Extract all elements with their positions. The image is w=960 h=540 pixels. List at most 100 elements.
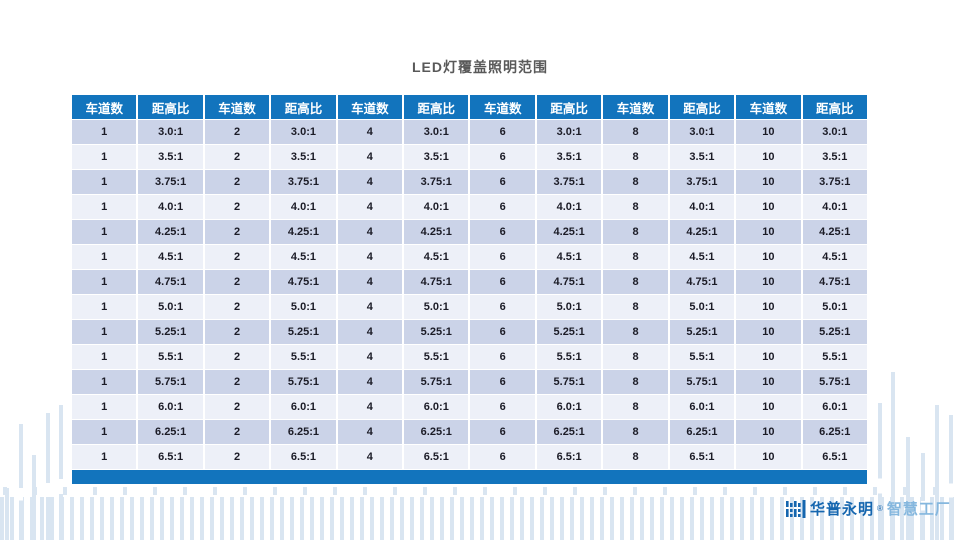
- ratio-cell: 4.5:1: [138, 245, 203, 269]
- brand-trademark: ®: [877, 504, 883, 513]
- ratio-cell: 4.75:1: [802, 270, 867, 294]
- lane-count-cell: 8: [603, 220, 668, 244]
- ratio-cell: 3.5:1: [271, 145, 336, 169]
- lane-count-cell: 2: [204, 245, 270, 269]
- lane-count-cell: 2: [204, 295, 270, 319]
- lane-count-cell: 8: [603, 395, 668, 419]
- column-header-ratio: 距高比: [802, 95, 867, 119]
- column-header-ratio: 距高比: [536, 95, 602, 119]
- column-header-ratio: 距高比: [138, 95, 203, 119]
- lane-count-cell: 10: [736, 145, 801, 169]
- lane-count-cell: 8: [603, 320, 668, 344]
- ratio-cell: 4.75:1: [669, 270, 735, 294]
- lane-count-cell: 10: [736, 320, 801, 344]
- lane-count-cell: 2: [204, 170, 270, 194]
- lane-count-cell: 6: [470, 395, 535, 419]
- ratio-cell: 5.5:1: [669, 345, 735, 369]
- lane-count-cell: 6: [470, 420, 535, 444]
- lane-count-cell: 2: [204, 445, 270, 469]
- ratio-cell: 4.0:1: [271, 195, 336, 219]
- ratio-cell: 3.0:1: [271, 120, 336, 144]
- lane-count-cell: 8: [603, 295, 668, 319]
- ratio-cell: 5.75:1: [138, 370, 203, 394]
- column-header-lanes: 车道数: [337, 95, 403, 119]
- lane-count-cell: 4: [337, 145, 403, 169]
- lane-count-cell: 6: [470, 345, 535, 369]
- lane-count-cell: 1: [72, 345, 137, 369]
- column-header-lanes: 车道数: [204, 95, 270, 119]
- ratio-cell: 3.75:1: [271, 170, 336, 194]
- lanes-table: 车道数 距高比 车道数 距高比 车道数 距高比 车道数 距高比 车道数 距高比 车道数 距高比 1 3.0…: [72, 95, 867, 484]
- ratio-cell: 6.0:1: [138, 395, 203, 419]
- lane-count-cell: 4: [337, 395, 403, 419]
- ratio-cell: 5.25:1: [669, 320, 735, 344]
- lane-count-cell: 6: [470, 220, 535, 244]
- column-header-ratio: 距高比: [271, 95, 336, 119]
- lane-count-cell: 1: [72, 270, 137, 294]
- lane-count-cell: 8: [603, 245, 668, 269]
- lane-count-cell: 4: [337, 170, 403, 194]
- ratio-cell: 3.75:1: [404, 170, 469, 194]
- lane-count-cell: 1: [72, 170, 137, 194]
- lane-count-cell: 2: [204, 195, 270, 219]
- lane-count-cell: 10: [736, 195, 801, 219]
- deco-bar: [935, 405, 939, 540]
- lane-count-cell: 1: [72, 370, 137, 394]
- lane-count-cell: 8: [603, 345, 668, 369]
- lane-count-cell: 10: [736, 420, 801, 444]
- ratio-cell: 6.25:1: [404, 420, 469, 444]
- brand-logo: 华普永明 ® 智慧工厂: [786, 498, 951, 519]
- column-header-ratio: 距高比: [669, 95, 735, 119]
- lane-count-cell: 4: [337, 345, 403, 369]
- ratio-cell: 3.5:1: [669, 145, 735, 169]
- lane-count-cell: 6: [470, 120, 535, 144]
- lane-count-cell: 8: [603, 195, 668, 219]
- deco-bar: [921, 453, 925, 540]
- ratio-cell: 3.0:1: [669, 120, 735, 144]
- table-footer-bar: [72, 470, 867, 484]
- ratio-cell: 5.5:1: [138, 345, 203, 369]
- lane-count-cell: 8: [603, 445, 668, 469]
- ratio-cell: 5.25:1: [404, 320, 469, 344]
- lane-count-cell: 8: [603, 145, 668, 169]
- ratio-cell: 3.5:1: [404, 145, 469, 169]
- ratio-cell: 3.5:1: [536, 145, 602, 169]
- lane-count-cell: 1: [72, 120, 137, 144]
- lane-count-cell: 4: [337, 270, 403, 294]
- deco-bar: [32, 455, 36, 540]
- lane-count-cell: 10: [736, 345, 801, 369]
- ratio-cell: 4.0:1: [138, 195, 203, 219]
- deco-bar: [891, 372, 895, 540]
- bottom-equalizer-dashes: [3, 487, 960, 495]
- lane-count-cell: 10: [736, 220, 801, 244]
- deco-bar: [19, 424, 23, 540]
- ratio-cell: 6.0:1: [802, 395, 867, 419]
- lane-count-cell: 10: [736, 270, 801, 294]
- ratio-cell: 6.0:1: [536, 395, 602, 419]
- lane-count-cell: 1: [72, 295, 137, 319]
- ratio-cell: 3.0:1: [138, 120, 203, 144]
- ratio-cell: 5.25:1: [138, 320, 203, 344]
- ratio-cell: 4.75:1: [271, 270, 336, 294]
- ratio-cell: 4.5:1: [802, 245, 867, 269]
- lane-count-cell: 4: [337, 320, 403, 344]
- lane-count-cell: 6: [470, 170, 535, 194]
- ratio-cell: 3.75:1: [669, 170, 735, 194]
- lane-count-cell: 1: [72, 395, 137, 419]
- ratio-cell: 6.5:1: [271, 445, 336, 469]
- page-title: LED灯覆盖照明范围: [412, 59, 548, 75]
- lane-count-cell: 8: [603, 420, 668, 444]
- ratio-cell: 4.75:1: [536, 270, 602, 294]
- ratio-cell: 4.0:1: [404, 195, 469, 219]
- ratio-cell: 6.25:1: [802, 420, 867, 444]
- lane-count-cell: 4: [337, 420, 403, 444]
- ratio-cell: 4.25:1: [669, 220, 735, 244]
- lane-count-cell: 4: [337, 295, 403, 319]
- ratio-cell: 5.0:1: [802, 295, 867, 319]
- ratio-cell: 4.5:1: [536, 245, 602, 269]
- ratio-cell: 3.0:1: [802, 120, 867, 144]
- column-header-lanes: 车道数: [72, 95, 137, 119]
- ratio-cell: 6.0:1: [669, 395, 735, 419]
- lane-count-cell: 4: [337, 195, 403, 219]
- lane-count-cell: 2: [204, 145, 270, 169]
